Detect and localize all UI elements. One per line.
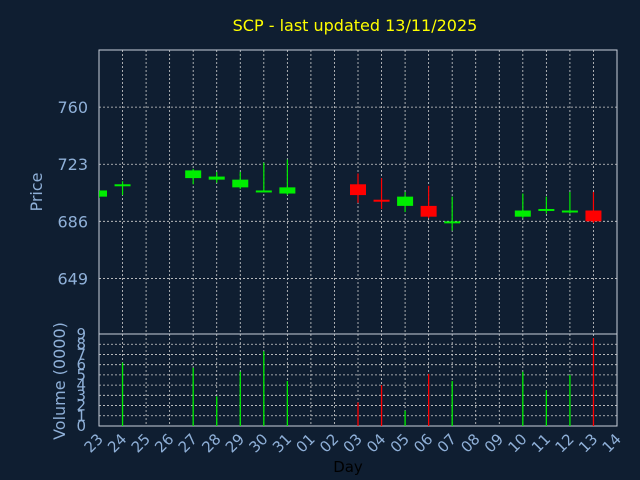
candle-body <box>279 187 296 194</box>
candle-body <box>350 184 366 196</box>
volume-tick-label: 7 <box>76 345 86 363</box>
price-axis-ticks: 649 686 723 760 <box>57 98 88 288</box>
candle-body <box>232 179 249 188</box>
candle-body <box>397 196 414 206</box>
candlestick-series <box>99 159 602 231</box>
volume-series <box>121 338 595 426</box>
volume-tick-label: 5 <box>76 366 86 384</box>
volume-tick-label: 6 <box>76 356 86 374</box>
volume-tick-label: 1 <box>76 407 86 425</box>
price-tick-label: 760 <box>57 98 88 117</box>
candle-body <box>420 205 437 217</box>
candle-body <box>99 190 107 197</box>
candle-body <box>538 208 555 211</box>
chart-title: SCP - last updated 13/11/2025 <box>233 16 478 35</box>
candle-body <box>255 190 272 193</box>
volume-tick-label: 9 <box>76 325 86 343</box>
candle-body <box>444 221 461 224</box>
candle-body <box>114 184 131 187</box>
candle-body <box>561 210 578 213</box>
candle-body <box>373 199 390 202</box>
candle-body <box>185 170 202 179</box>
volume-tick-label: 0 <box>76 417 86 435</box>
x-axis-label: Day <box>333 458 363 476</box>
volume-axis-label: Volume (0000) <box>50 322 69 440</box>
price-tick-label: 686 <box>57 212 88 231</box>
candle-body <box>585 210 602 222</box>
volume-tick-label: 8 <box>76 335 86 353</box>
volume-tick-label: 3 <box>76 386 86 404</box>
candle-body <box>514 210 531 217</box>
price-axis-label: Price <box>27 172 46 211</box>
volume-tick-label: 4 <box>76 376 86 394</box>
price-tick-label: 649 <box>57 269 88 288</box>
price-tick-label: 723 <box>57 155 88 174</box>
day-axis-ticks: 2324252627282930310102030405060708091011… <box>81 430 625 456</box>
volume-tick-label: 2 <box>76 397 86 415</box>
candle-body <box>208 176 225 180</box>
